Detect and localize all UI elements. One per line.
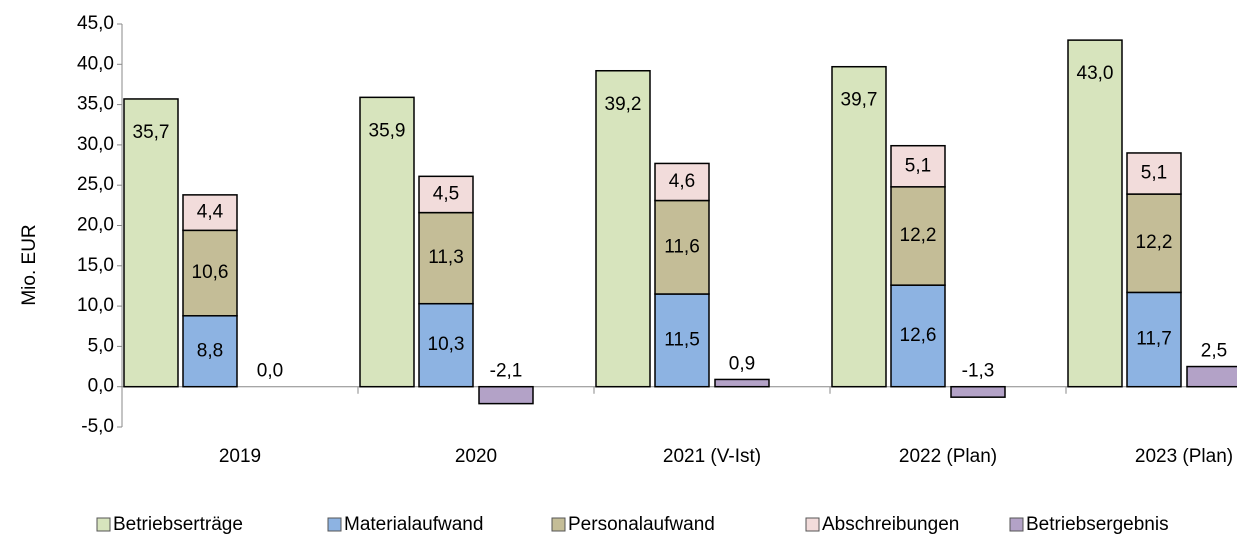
- bar: [478, 385, 534, 405]
- x-tick-label: 2020: [455, 446, 497, 467]
- legend-label: Materialaufwand: [344, 514, 483, 535]
- legend-label: Betriebsergebnis: [1026, 514, 1169, 535]
- data-label: 8,8: [197, 340, 223, 361]
- y-tick-label: 40,0: [77, 53, 114, 74]
- data-label: 11,7: [1136, 329, 1172, 350]
- legend-swatch: [96, 517, 111, 532]
- bar: [123, 98, 179, 388]
- bar: [654, 199, 710, 295]
- legend-label: Abschreibungen: [822, 514, 959, 535]
- data-label: 39,2: [605, 94, 642, 115]
- data-label: 5,1: [1141, 163, 1167, 184]
- data-label: 0,0: [257, 361, 283, 382]
- bar: [950, 385, 1006, 398]
- y-tick-label: 15,0: [77, 255, 114, 276]
- data-label: 11,5: [664, 329, 700, 350]
- bar: [654, 293, 710, 388]
- x-tick-label: 2021 (V-Ist): [663, 446, 761, 467]
- bar: [1186, 365, 1237, 388]
- x-tick-label: 2023 (Plan): [1135, 446, 1233, 467]
- data-label: 4,4: [197, 202, 224, 223]
- data-label: 11,6: [664, 236, 700, 257]
- data-label: 10,6: [192, 262, 229, 283]
- data-label: 35,7: [133, 122, 170, 143]
- data-label: -2,1: [490, 361, 523, 382]
- bar: [890, 144, 946, 188]
- data-label: 0,9: [729, 353, 755, 374]
- x-tick-label: 2022 (Plan): [899, 446, 997, 467]
- y-tick-label: 25,0: [77, 174, 114, 195]
- legend-label: Betriebserträge: [113, 514, 243, 535]
- data-label: 10,3: [428, 334, 465, 355]
- y-axis-label: Mio. EUR: [19, 224, 40, 305]
- data-label: 35,9: [369, 120, 406, 141]
- bar: [1067, 39, 1123, 388]
- data-label: 43,0: [1077, 63, 1114, 84]
- data-label: 11,3: [428, 247, 464, 268]
- y-tick-label: 35,0: [77, 94, 114, 115]
- legend-swatch: [551, 517, 566, 532]
- legend-swatch: [1009, 517, 1024, 532]
- bar: [1126, 193, 1182, 294]
- bar: [831, 65, 887, 388]
- y-tick-label: 5,0: [88, 335, 114, 356]
- data-label: 2,5: [1201, 341, 1227, 362]
- bar: [182, 315, 238, 388]
- data-label: 12,2: [900, 225, 937, 246]
- bar: [654, 162, 710, 202]
- bar: [595, 69, 651, 388]
- y-tick-label: 20,0: [77, 215, 114, 236]
- legend-swatch: [805, 517, 820, 532]
- bar: [182, 194, 238, 232]
- data-label: 4,6: [669, 171, 695, 192]
- bar: [418, 302, 474, 388]
- bar: [1126, 291, 1182, 388]
- y-tick-label: 30,0: [77, 134, 114, 155]
- data-label: 5,1: [905, 155, 931, 176]
- bar: [890, 284, 946, 388]
- bar: [418, 175, 474, 214]
- data-label: 39,7: [841, 90, 878, 111]
- legend-swatch: [327, 517, 342, 532]
- bar: [1126, 152, 1182, 195]
- data-label: 4,5: [433, 183, 459, 204]
- bar: [182, 229, 238, 317]
- legend-label: Personalaufwand: [568, 514, 715, 535]
- y-tick-label: 0,0: [88, 376, 114, 397]
- data-label: 12,6: [900, 325, 937, 346]
- bar: [359, 96, 415, 388]
- x-tick-label: 2019: [219, 446, 261, 467]
- data-label: -1,3: [962, 361, 995, 382]
- bar: [714, 378, 770, 388]
- y-tick-label: 45,0: [77, 13, 114, 34]
- bar: [890, 186, 946, 286]
- y-tick-label: -5,0: [81, 416, 114, 437]
- data-label: 12,2: [1136, 232, 1173, 253]
- y-tick-label: 10,0: [77, 295, 114, 316]
